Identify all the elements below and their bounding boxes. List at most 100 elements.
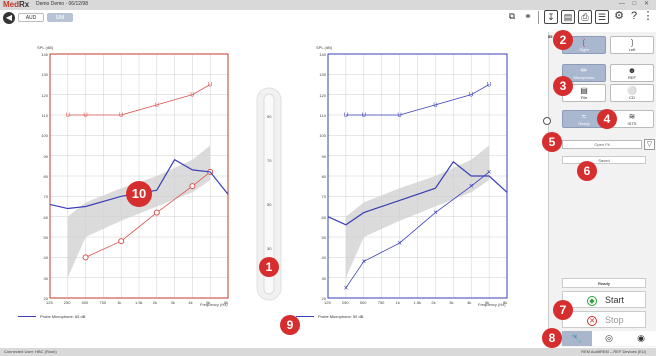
back-button[interactable]: ◀ [3, 12, 15, 24]
sim-mode-button[interactable]: SIM [47, 13, 73, 22]
app-logo: MedRx [3, 0, 30, 9]
right-threshold-point: × [469, 182, 474, 191]
right-ytick: 80 [321, 174, 326, 179]
session-select[interactable]: Open Fit [562, 140, 642, 149]
wrench-icon[interactable]: 🔧 [562, 331, 592, 346]
panel-collapse-handle[interactable] [543, 117, 551, 125]
badge-8: 8 [542, 328, 562, 348]
right-ytick: 30 [321, 275, 326, 281]
left-ytick: 40 [43, 255, 48, 261]
save-icon[interactable]: ▤ [561, 10, 575, 24]
toolbar-divider [538, 11, 539, 24]
left-ear-button[interactable]: ❳ Left [610, 36, 654, 54]
right-legend-text: Probe Microphone: 59 dB [318, 314, 364, 319]
target-icon[interactable]: ◎ [605, 333, 613, 343]
right-ear-chart[interactable]: U U U U U U × × × × × × [327, 53, 508, 299]
filter-icon[interactable]: ▽ [644, 139, 655, 150]
left-ytick: 20 [43, 296, 48, 301]
cd-icon: ⚪ [627, 86, 637, 95]
left-threshold-point [82, 254, 89, 261]
panel-label: 85 [548, 34, 553, 39]
badge-6: 6 [577, 161, 597, 181]
meter-tick: 70 [267, 158, 272, 163]
right-threshold-point: × [487, 167, 492, 176]
left-ytick: 50 [43, 235, 48, 240]
waveform-alt-icon: ≋ [628, 112, 636, 121]
left-ytick: 140 [41, 52, 48, 57]
right-series-ucl-line [345, 84, 490, 116]
left-series-ucl-line [67, 84, 211, 116]
left-ucl-point: U [66, 113, 70, 119]
left-series-probe-line [49, 158, 229, 210]
left-xtick: 500 [81, 300, 89, 305]
ref-button[interactable]: ☻ REF [610, 64, 654, 82]
settings-icon[interactable]: ⚙ [612, 10, 626, 24]
badge-10: 10 [126, 181, 152, 207]
aud-mode-button[interactable]: AUD [18, 13, 44, 22]
left-legend-text: Probe Microphone: 65 dB [40, 314, 86, 319]
right-ucl-point: U [344, 113, 348, 119]
right-xtick: 8k [503, 300, 508, 305]
people-icon: ☻ [627, 66, 637, 75]
right-plot-frame [327, 53, 508, 299]
left-xtick: 6k [206, 300, 211, 305]
window-controls[interactable]: — □ ✕ [619, 1, 652, 7]
microphone-button[interactable]: ✏ Microphone [562, 64, 606, 82]
right-ytick: 50 [321, 235, 326, 240]
right-threshold-point: × [361, 257, 366, 266]
left-xtick: 1k [117, 300, 122, 305]
microphone-icon: ✏ [580, 66, 588, 75]
left-ucl-point: U [190, 93, 194, 99]
badge-3: 3 [553, 76, 573, 96]
left-xtick: 750 [99, 300, 107, 305]
right-series-probe-line [327, 160, 508, 226]
left-ear-chart[interactable]: U U U U U U [49, 53, 229, 299]
left-ytick: 60 [43, 214, 48, 220]
right-ytick: 140 [319, 52, 326, 57]
right-ytick: 100 [319, 133, 326, 139]
eye-icon[interactable]: ◉ [637, 333, 645, 343]
right-ytick: 60 [321, 214, 326, 220]
help-icon[interactable]: ? [627, 10, 641, 24]
window-icon[interactable]: ⧉ [505, 10, 519, 24]
right-xtick: 500 [359, 300, 367, 305]
link-icon[interactable]: ⚭ [521, 10, 535, 24]
right-ytick: 110 [319, 113, 326, 118]
badge-7: 7 [553, 300, 573, 320]
stop-icon: ✕ [587, 315, 597, 326]
meter-tick: 30 [267, 246, 272, 251]
left-ear-icon: ❳ [628, 38, 636, 47]
report-icon[interactable]: ☰ [595, 10, 609, 24]
left-xtick: 125 [46, 300, 53, 305]
cd-button[interactable]: ⚪ CD [610, 84, 654, 102]
meter-bar [263, 93, 275, 295]
left-ucl-point: U [208, 83, 212, 89]
left-xtick: 4k [188, 300, 193, 305]
badge-4: 4 [597, 109, 617, 129]
start-button[interactable]: ◆ Start [562, 291, 646, 308]
right-xtick: 1k [395, 300, 400, 305]
print-icon[interactable]: ⎙ [578, 10, 592, 24]
export-icon[interactable]: ↧ [544, 10, 558, 24]
right-xtick: 3k [449, 300, 454, 305]
start-icon: ◆ [587, 295, 597, 306]
right-ytick: 120 [319, 92, 326, 98]
right-xtick: 4k [467, 300, 472, 305]
left-ytick: 70 [43, 194, 48, 200]
left-threshold-point [153, 209, 160, 216]
ists-button[interactable]: ≋ ISTS [610, 110, 654, 128]
more-icon[interactable]: ⋮ [641, 10, 655, 24]
client-label: Demo Demo · 06/12/98 [36, 1, 88, 7]
right-target-range [345, 145, 490, 278]
meter-tick: 90 [267, 114, 272, 119]
left-threshold-point [189, 183, 196, 190]
save-session-button[interactable]: Saved [562, 156, 646, 164]
right-ytick: 90 [321, 153, 326, 159]
file-button[interactable]: ▤ File [562, 84, 606, 102]
stop-button[interactable]: ✕ Stop [562, 311, 646, 328]
left-target-range [67, 145, 211, 278]
right-ucl-point: U [487, 83, 491, 89]
right-ucl-point: U [362, 113, 366, 119]
status-bar: Connected User: HBC (Rush) REM AuditREM … [0, 348, 656, 356]
